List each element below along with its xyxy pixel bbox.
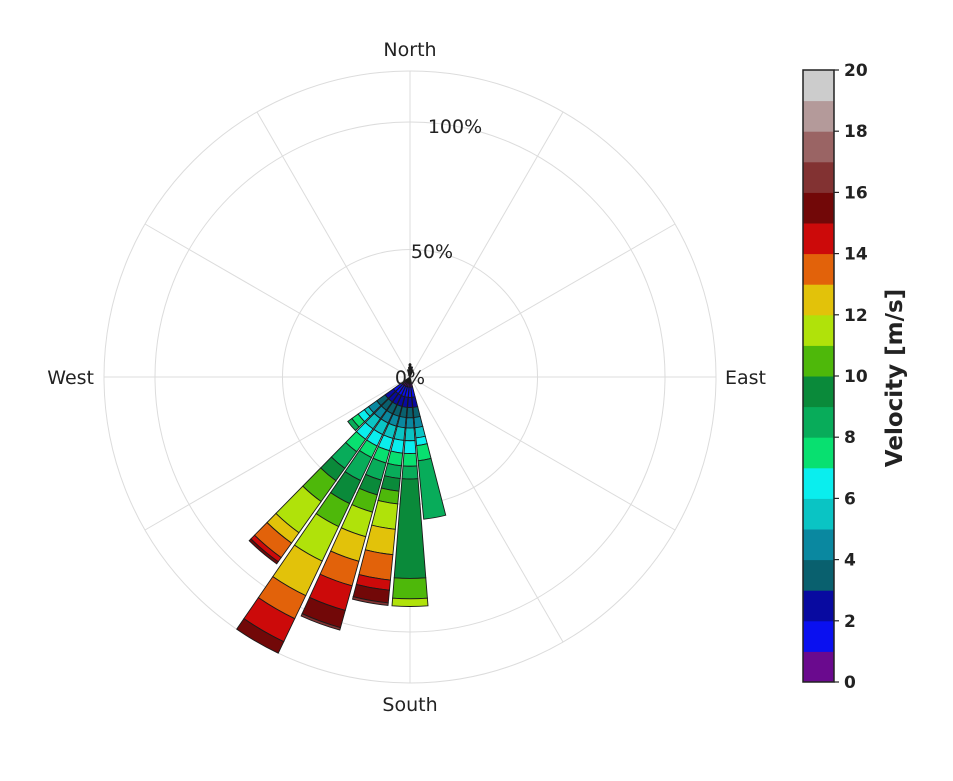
wind-sector-segment (416, 443, 432, 462)
center-mark (409, 369, 414, 378)
colorbar-bin (803, 253, 834, 285)
wind-sector-segment (300, 613, 342, 631)
axis-labels: North East South West 0% 50% 100% (47, 39, 766, 716)
wind-sector-segment (401, 465, 419, 480)
colorbar-tick-label: 12 (844, 306, 868, 326)
wind-sector-segment (236, 618, 285, 654)
colorbar-ticks: 0 2 4 6 8 10 12 14 16 18 20 (834, 61, 868, 693)
colorbar-bin (803, 406, 834, 438)
colorbar-tick-label: 2 (844, 612, 856, 632)
direction-label-west: West (47, 367, 94, 389)
colorbar-tick-label: 14 (844, 245, 868, 265)
grid-spoke (409, 376, 676, 531)
wind-sector-segment (404, 427, 416, 442)
colorbar-tick-label: 4 (844, 551, 856, 571)
colorbar-tick-label: 10 (844, 367, 868, 387)
wind-sector-segment (390, 438, 405, 454)
grid-spoke (409, 223, 676, 378)
wind-sector-segment (411, 396, 419, 408)
colorbar-bin (803, 376, 834, 408)
colorbar-bin (803, 284, 834, 316)
wind-sector-segment (417, 457, 447, 520)
wind-sector-segment (371, 499, 399, 530)
radial-tick-label-50: 50% (411, 241, 453, 263)
wind-sector-segment (347, 417, 360, 432)
colorbar-title: Velocity [m/s] (882, 289, 908, 467)
colorbar-bin (803, 590, 834, 622)
wind-sector-segment (391, 597, 429, 607)
colorbar-bin (803, 620, 834, 652)
colorbar: 0 2 4 6 8 10 12 14 16 18 20 Velocity [m/s] (802, 61, 908, 693)
direction-label-south: South (382, 694, 437, 716)
colorbar-bin (803, 437, 834, 469)
wind-sector-segment (351, 596, 389, 606)
grid-spoke (144, 223, 411, 378)
grid-spoke (144, 376, 411, 531)
radial-tick-label-100: 100% (428, 116, 482, 138)
grid-spoke (256, 111, 411, 378)
wind-sector-segment (413, 415, 424, 429)
wind-sector-segment (402, 452, 418, 467)
wind-sector-segment (405, 417, 415, 429)
colorbar-bin (803, 467, 834, 499)
colorbar-bin (803, 70, 834, 102)
colorbar-bin (803, 345, 834, 377)
colorbar-bin (803, 529, 834, 561)
wind-sector-segment (364, 524, 396, 556)
colorbar-tick-label: 6 (844, 489, 856, 509)
colorbar-tick-label: 20 (844, 61, 868, 81)
radial-tick-label-0: 0% (395, 367, 425, 389)
colorbar-tick-label: 16 (844, 183, 868, 203)
wind-sector-segment (412, 406, 421, 419)
colorbar-bin (803, 131, 834, 163)
wind-sector-segment (403, 440, 417, 454)
colorbar-tick-label: 18 (844, 122, 868, 142)
grid-spoke (409, 111, 564, 378)
colorbar-bin (803, 559, 834, 591)
colorbar-bin (803, 223, 834, 255)
colorbar-bin (803, 100, 834, 132)
colorbar-bin (803, 498, 834, 530)
center-marks (406, 363, 414, 378)
colorbar-bin (803, 651, 834, 683)
colorbar-bins (803, 70, 834, 683)
wind-sector-segment (392, 577, 428, 600)
direction-label-east: East (725, 367, 766, 389)
direction-label-north: North (383, 39, 436, 61)
center-mark (406, 369, 411, 378)
colorbar-bin (803, 314, 834, 346)
colorbar-tick-label: 0 (844, 673, 856, 693)
wind-sector-segment (248, 538, 279, 565)
colorbar-tick-label: 8 (844, 428, 856, 448)
colorbar-bin (803, 161, 834, 193)
wind-sectors (236, 363, 447, 654)
colorbar-bin (803, 192, 834, 224)
grid-spoke (409, 376, 564, 643)
wind-sector-segment (406, 407, 414, 419)
